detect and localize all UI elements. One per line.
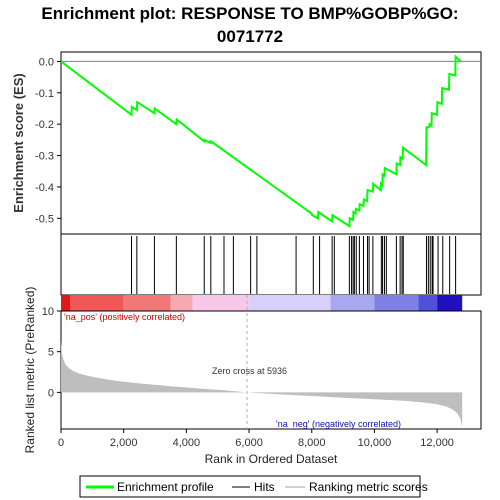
es-line-enrichment-profile [60,54,462,228]
colorbar-segment [249,295,331,311]
metric-x-tick-label: 8,000 [298,437,326,449]
es-y-ticks: 0.0 -0.1 -0.2 -0.3 -0.4 -0.5 [35,56,61,225]
es-y-tick-label: -0.4 [35,182,54,194]
chart-title-line-2: 0071772 [217,27,283,46]
legend-label-hits: Hits [254,480,275,494]
colorbar-segment [70,295,124,311]
metric-x-tick-label: 0 [58,437,64,449]
metric-x-ticks: 0 2,000 4,000 6,000 8,000 10,000 12,000 [58,429,454,449]
colorbar-segment [192,295,250,311]
metric-panel-frame [60,310,482,430]
label-na-neg: 'na_neg' (negatively correlated) [276,419,401,429]
es-y-tick-label: -0.5 [35,213,54,225]
metric-x-tick-label: 10,000 [358,437,392,449]
es-y-tick-label: -0.3 [35,151,54,163]
zero-cross-label: Zero cross at 5936 [212,366,287,376]
metric-x-tick-label: 2,000 [110,437,138,449]
colorbar-segment [437,295,463,311]
metric-y-tick-label: 5 [48,347,54,359]
colorbar-segment [418,295,438,311]
chart-title-line-1: Enrichment plot: RESPONSE TO BMP%GOBP%GO… [41,4,458,23]
colorbar-segment [374,295,419,311]
metric-x-tick-label: 4,000 [173,437,201,449]
es-panel-frame [60,51,482,235]
colorbar-segment [170,295,193,311]
legend: Enrichment profile Hits Ranking metric s… [79,475,428,498]
colorbar-segment [123,295,171,311]
metric-panel: 10 5 0 0 2,000 4,000 6,000 8,000 10,000 12,000 '… [23,287,482,466]
metric-y-tick-label: 10 [42,306,54,318]
rank-colorbar [61,295,463,311]
hits-panel [60,233,482,296]
hits-panel-frame [60,233,482,296]
metric-x-tick-label: 12,000 [420,437,454,449]
legend-label-enrichment-profile: Enrichment profile [117,480,214,494]
es-y-tick-label: 0.0 [39,56,54,68]
metric-x-axis-label: Rank in Ordered Dataset [205,452,338,466]
colorbar-segment [330,295,375,311]
metric-x-tick-label: 6,000 [235,437,263,449]
metric-y-tick-label: 0 [48,387,54,399]
colorbar-segment [61,295,71,311]
es-y-axis-label: Enrichment score (ES) [11,73,26,212]
metric-area-ranking-scores [61,341,463,428]
metric-y-ticks: 10 5 0 [42,306,61,399]
label-na-pos: 'na_pos' (positively correlated) [64,312,185,322]
legend-label-ranking-metric-scores: Ranking metric scores [309,480,428,494]
hit-marks [131,236,457,294]
es-y-tick-label: -0.1 [35,88,54,100]
es-panel: 0.0 -0.1 -0.2 -0.3 -0.4 -0.5 Enrichment score… [11,51,482,235]
metric-y-axis-label: Ranked list metric (PreRanked) [23,287,37,454]
es-y-tick-label: -0.2 [35,119,54,131]
